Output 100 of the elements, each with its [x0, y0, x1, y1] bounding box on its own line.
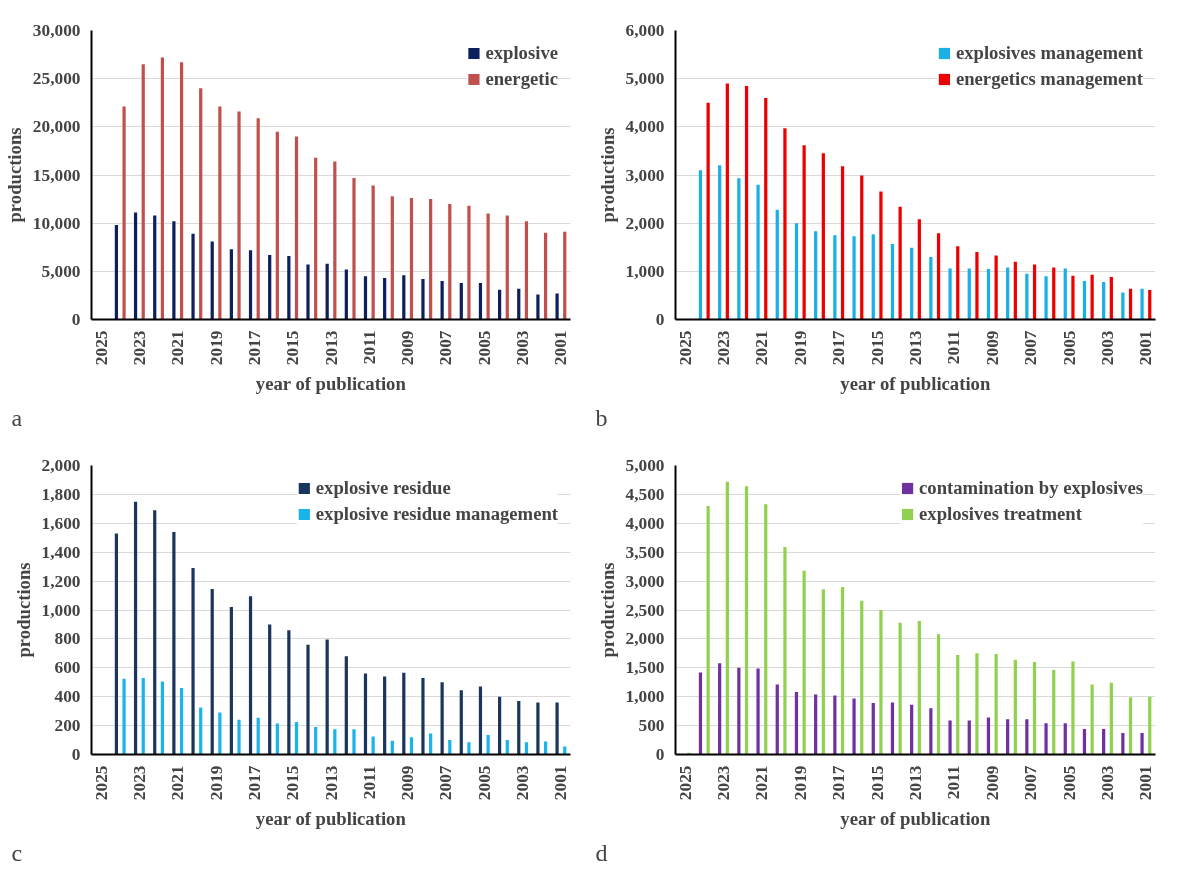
y-tick-label: 1,400 — [41, 542, 81, 562]
x-tick-label: 2011 — [944, 765, 964, 800]
x-tick-label: 2013 — [906, 330, 925, 366]
y-tick-label: 20,000 — [32, 117, 81, 137]
y-tick-label: 6,000 — [625, 21, 665, 40]
y-tick-label: 2,000 — [41, 456, 81, 475]
y-tick-label: 10,000 — [32, 213, 81, 233]
x-tick-label: 2017 — [244, 330, 264, 366]
y-axis-title: productions — [3, 127, 25, 223]
x-tick-label: 2007 — [436, 330, 456, 366]
x-tick-label: 2007 — [1021, 765, 1041, 801]
y-tick-label: 3,000 — [625, 165, 665, 185]
x-tick-label: 2019 — [790, 765, 810, 801]
x-tick-label: 2015 — [283, 330, 303, 366]
x-tick-label: 2009 — [982, 330, 1002, 366]
x-tick-label: 2007 — [436, 765, 456, 801]
x-tick-label: 2001 — [1136, 330, 1156, 366]
y-tick-label: 1,600 — [41, 513, 81, 533]
x-tick-label: 2003 — [1098, 765, 1117, 801]
y-axis-title: productions — [12, 562, 34, 658]
y-tick-label: 4,000 — [625, 117, 665, 137]
x-tick-label: 2023 — [714, 330, 733, 366]
legend-label: explosives treatment — [919, 503, 1082, 525]
x-tick-label: 2025 — [675, 765, 695, 801]
x-tick-label: 2013 — [321, 330, 341, 366]
y-tick-label: 0 — [655, 310, 665, 329]
x-tick-label: 2025 — [675, 330, 695, 366]
x-tick-label: 2001 — [551, 330, 571, 366]
x-tick-label: 2009 — [982, 765, 1002, 801]
x-tick-label: 2023 — [714, 765, 733, 801]
x-axis-title: year of publication — [840, 373, 991, 395]
y-tick-label: 0 — [71, 745, 81, 764]
x-tick-label: 2011 — [944, 330, 964, 365]
text: c — [11, 839, 23, 866]
x-tick-label: 2003 — [1098, 330, 1117, 366]
x-tick-label: 2017 — [829, 330, 849, 366]
y-tick-label: 800 — [54, 629, 81, 649]
x-tick-label: 2013 — [321, 765, 341, 801]
x-tick-label: 2021 — [168, 330, 188, 366]
x-tick-label: 2015 — [867, 330, 887, 366]
y-tick-label: 1,000 — [625, 261, 665, 281]
x-tick-label: 2011 — [359, 330, 379, 365]
text: b — [595, 404, 608, 431]
legend-label: energetics management — [955, 68, 1143, 90]
x-tick-label: 2005 — [474, 765, 494, 801]
y-tick-label: 2,500 — [625, 600, 665, 620]
text: d — [595, 839, 608, 866]
x-tick-label: 2005 — [1059, 765, 1079, 801]
x-tick-label: 2025 — [91, 765, 111, 801]
y-tick-label: 400 — [54, 687, 81, 707]
y-tick-label: 5,000 — [625, 456, 665, 475]
y-tick-label: 200 — [54, 716, 81, 736]
y-tick-label: 25,000 — [32, 69, 81, 89]
legend-label: explosives management — [955, 42, 1143, 64]
x-tick-label: 2025 — [91, 330, 111, 366]
x-tick-label: 2015 — [867, 765, 887, 801]
y-tick-label: 1,800 — [41, 484, 81, 504]
y-tick-label: 2,000 — [625, 213, 665, 233]
x-tick-label: 2009 — [398, 765, 418, 801]
x-tick-label: 2007 — [1021, 330, 1041, 366]
y-tick-label: 30,000 — [32, 21, 81, 40]
y-axis-title: productions — [596, 562, 618, 658]
y-tick-label: 5,000 — [625, 69, 665, 89]
y-tick-label: 15,000 — [32, 165, 81, 185]
y-tick-label: 5,000 — [41, 261, 81, 281]
y-tick-label: 1,000 — [625, 687, 665, 707]
y-tick-label: 1,000 — [41, 600, 81, 620]
legend-label: explosive residue management — [315, 503, 558, 525]
legend-label: explosive residue — [315, 477, 451, 499]
x-tick-label: 2005 — [1059, 330, 1079, 366]
y-tick-label: 3,000 — [625, 571, 665, 591]
x-tick-label: 2013 — [906, 765, 925, 801]
x-tick-label: 2021 — [168, 765, 188, 801]
y-tick-label: 1,500 — [625, 658, 665, 678]
x-tick-label: 2001 — [1136, 765, 1156, 801]
y-tick-label: 0 — [655, 745, 665, 764]
legend-label: energetic — [485, 68, 558, 90]
y-tick-label: 0 — [71, 310, 81, 329]
x-axis-title: year of publication — [255, 373, 407, 395]
x-tick-label: 2023 — [129, 330, 149, 366]
legend-label: contamination by explosives — [919, 477, 1143, 499]
x-tick-label: 2015 — [283, 765, 303, 801]
x-axis-title: year of publication — [840, 808, 991, 830]
y-tick-label: 4,000 — [625, 513, 665, 533]
y-tick-label: 3,500 — [625, 542, 665, 562]
x-tick-label: 2019 — [206, 330, 226, 366]
x-tick-label: 2019 — [206, 765, 226, 801]
x-tick-label: 2017 — [244, 765, 264, 801]
x-tick-label: 2005 — [474, 330, 494, 366]
y-tick-label: 1,200 — [41, 571, 81, 591]
y-tick-label: 600 — [54, 658, 81, 678]
y-tick-label: 500 — [638, 716, 665, 736]
x-tick-label: 2003 — [513, 330, 533, 366]
x-tick-label: 2021 — [752, 330, 772, 366]
x-tick-label: 2023 — [129, 765, 149, 801]
x-tick-label: 2019 — [790, 330, 810, 366]
y-tick-label: 4,500 — [625, 484, 665, 504]
x-tick-label: 2001 — [551, 765, 571, 801]
x-tick-label: 2009 — [398, 330, 418, 366]
x-axis-title: year of publication — [255, 808, 407, 830]
